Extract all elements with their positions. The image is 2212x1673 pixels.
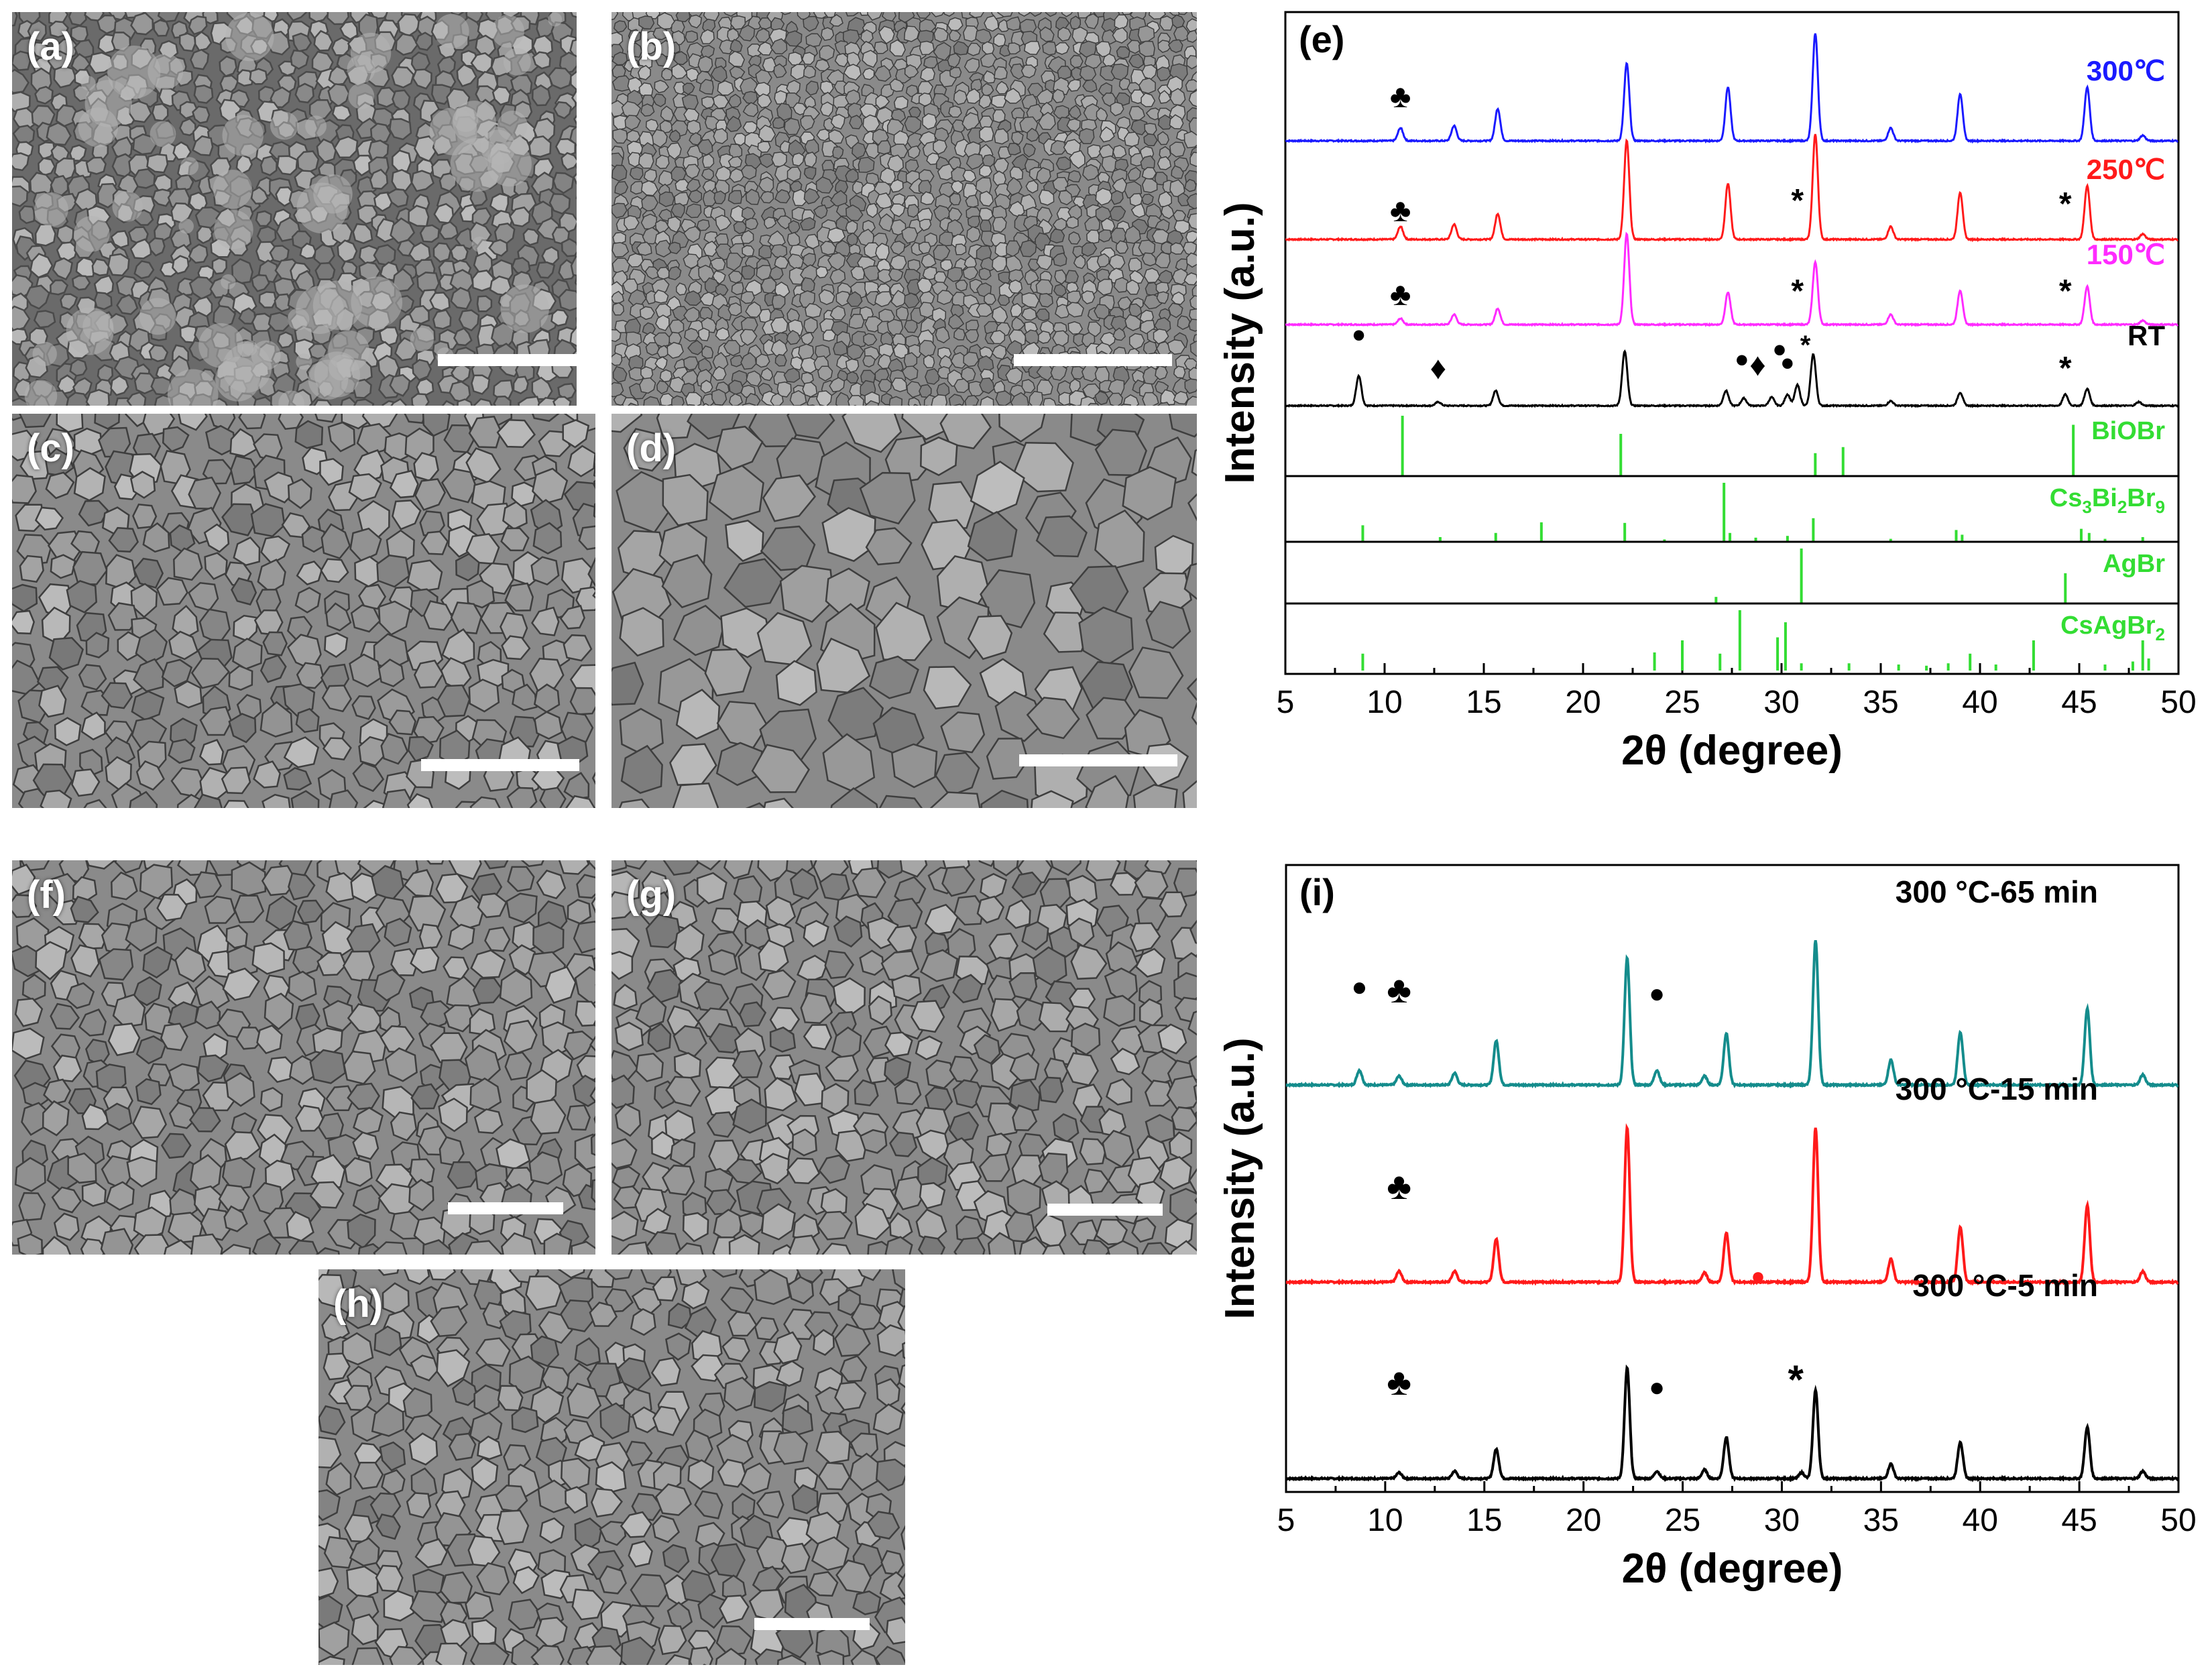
x-tick-label: 50	[2160, 1503, 2196, 1538]
x-tick-label: 40	[1962, 685, 1997, 720]
y-axis-label: Intensity (a.u.)	[1217, 1037, 1263, 1319]
x-tick-label: 20	[1566, 1503, 1601, 1538]
peak-marker: ♣	[1390, 79, 1411, 115]
x-tick-label: 20	[1565, 685, 1600, 720]
panel-label: (g)	[626, 873, 677, 917]
panel-label-e: (e)	[1299, 18, 1344, 60]
series-line-2	[1285, 231, 2179, 327]
x-tick-label: 25	[1664, 685, 1700, 720]
sem-image-c: (c)	[12, 414, 595, 808]
sem-texture	[612, 414, 1197, 808]
peak-marker: •	[1781, 343, 1794, 384]
peak-marker: ●	[1649, 979, 1665, 1008]
x-tick-label: 35	[1863, 685, 1898, 720]
peak-marker: ♦	[1749, 347, 1766, 383]
series-label: 300 °C-65 min	[1896, 874, 2098, 909]
x-tick-label: 10	[1366, 685, 1402, 720]
sem-image-d: (d)	[612, 414, 1197, 808]
peak-marker: ♣	[1387, 1165, 1411, 1207]
y-axis-label: Intensity (a.u.)	[1217, 202, 1263, 483]
peak-marker: •	[1773, 330, 1786, 370]
sem-texture	[12, 414, 595, 808]
ref-label: Cs3Bi2Br9	[2050, 484, 2165, 517]
x-tick-label: 40	[1963, 1503, 1998, 1538]
peak-marker: *	[2059, 186, 2072, 222]
panel-label: (h)	[333, 1282, 384, 1326]
peak-marker: *	[1788, 1357, 1804, 1402]
series-label: 300 °C-5 min	[1912, 1268, 2098, 1303]
sem-image-h: (h)	[318, 1269, 905, 1665]
panel-label: (a)	[27, 25, 74, 68]
scale-bar	[438, 354, 577, 366]
panel-label-i: (i)	[1299, 871, 1335, 913]
series-line-3	[1285, 349, 2178, 408]
sem-texture	[318, 1269, 905, 1665]
sem-texture	[12, 860, 595, 1255]
x-tick-label: 45	[2061, 1503, 2097, 1538]
series-label: 250℃	[2087, 154, 2165, 185]
peak-marker: *	[1791, 274, 1804, 309]
peak-marker: •	[1735, 340, 1748, 380]
panel-label: (c)	[27, 426, 74, 470]
sem-texture	[612, 12, 1197, 406]
x-tick-label: 5	[1277, 1503, 1295, 1538]
series-label: 300 °C-15 min	[1896, 1072, 2098, 1106]
sem-image-g: (g)	[612, 860, 1197, 1255]
x-tick-label: 15	[1466, 685, 1501, 720]
scale-bar	[1019, 754, 1177, 766]
x-tick-label: 30	[1764, 1503, 1800, 1538]
peak-marker: ♣	[1387, 1361, 1411, 1403]
series-label: 300℃	[2087, 55, 2165, 86]
plot-frame	[1284, 11, 2180, 675]
xrd-chart-i: 5 10 15 20 25 30 35 40 45 50 2θ (degree) Intensity …	[1217, 864, 2197, 1592]
sem-texture	[612, 860, 1197, 1255]
peak-marker: *	[1800, 331, 1811, 360]
ref-label: BiOBr	[2091, 417, 2165, 445]
panel-label: (d)	[626, 426, 677, 470]
peak-marker: *	[1791, 183, 1804, 219]
x-tick-label: 10	[1367, 1503, 1403, 1538]
sem-image-b: (b)	[612, 12, 1197, 406]
peak-marker: •	[1352, 315, 1365, 355]
x-tick-label: 25	[1665, 1503, 1700, 1538]
x-tick-label: 45	[2061, 685, 2097, 720]
series-label: 150℃	[2087, 239, 2165, 270]
panel-label: (f)	[27, 873, 66, 917]
series-line-2	[1285, 1364, 2179, 1483]
series-line-1	[1285, 1123, 2179, 1286]
x-tick-label: 50	[2160, 685, 2196, 720]
series-line-0	[1285, 33, 2179, 144]
ref-label: CsAgBr2	[2060, 612, 2165, 644]
peak-marker: *	[2059, 351, 2072, 386]
scale-bar	[1047, 1204, 1163, 1216]
panel-label: (b)	[626, 25, 677, 68]
plot-frame	[1285, 864, 2180, 1493]
peak-marker: ♣	[1390, 193, 1411, 229]
x-tick-label: 5	[1277, 685, 1295, 720]
scale-bar	[421, 759, 579, 771]
ref-label: AgBr	[2103, 550, 2165, 578]
sem-texture	[12, 12, 577, 406]
peak-marker: ●	[1351, 972, 1367, 1002]
sem-image-a: (a)	[12, 12, 577, 406]
series-label: RT	[2128, 320, 2165, 351]
scale-bar	[1014, 354, 1172, 366]
peak-marker: ♦	[1430, 351, 1447, 386]
scale-bar	[754, 1618, 870, 1630]
x-tick-label: 35	[1863, 1503, 1899, 1538]
peak-marker: ●	[1751, 1262, 1765, 1289]
x-axis-label: 2θ (degree)	[1622, 1546, 1843, 1592]
xrd-chart-e: 5 10 15 20 25 30 35 40 45 50 2θ (degree) Intensity …	[1217, 11, 2197, 774]
sem-image-f: (f)	[12, 860, 595, 1255]
scale-bar	[448, 1202, 563, 1214]
x-axis-label: 2θ (degree)	[1621, 728, 1843, 774]
series-line-0	[1285, 939, 2179, 1089]
peak-marker: ♣	[1390, 277, 1411, 312]
peak-marker: *	[2059, 274, 2072, 309]
series-line-1	[1285, 133, 2179, 243]
peak-marker: ●	[1649, 1373, 1665, 1402]
peak-marker: ♣	[1387, 968, 1411, 1011]
x-tick-label: 30	[1763, 685, 1799, 720]
x-tick-label: 15	[1466, 1503, 1502, 1538]
